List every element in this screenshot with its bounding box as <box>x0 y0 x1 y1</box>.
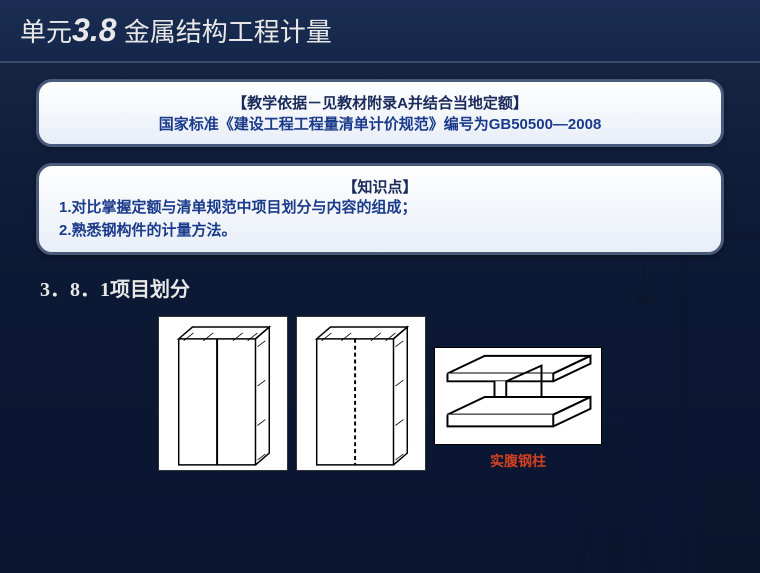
box2-title: 【知识点】 <box>59 176 701 197</box>
slide-header: 单元3.8 金属结构工程计量 <box>0 0 760 63</box>
teaching-basis-box: 【教学依据－见教材附录A并结合当地定额】 国家标准《建设工程工程量清单计价规范》… <box>36 79 724 147</box>
knowledge-points-box: 【知识点】 1.对比掌握定额与清单规范中项目划分与内容的组成； 2.熟悉钢构件的… <box>36 163 724 255</box>
header-title: 单元3.8 金属结构工程计量 <box>20 12 740 49</box>
box2-item1: 1.对比掌握定额与清单规范中项目划分与内容的组成； <box>59 197 701 220</box>
figure-caption: 实腹钢柱 <box>490 451 546 471</box>
ibeam-svg-2 <box>296 316 426 471</box>
box1-content: 国家标准《建设工程工程量清单计价规范》编号为GB50500—2008 <box>59 113 701 134</box>
ibeam-figure-3: 实腹钢柱 <box>434 347 602 471</box>
box2-item2: 2.熟悉钢构件的计量方法。 <box>59 220 701 243</box>
ibeam-figure-2 <box>296 316 426 471</box>
section-title: 3．8．1项目划分 <box>40 273 760 302</box>
header-prefix: 单元 <box>20 17 72 47</box>
header-number: 3.8 <box>72 12 116 48</box>
box1-title: 【教学依据－见教材附录A并结合当地定额】 <box>59 92 701 113</box>
header-suffix: 金属结构工程计量 <box>117 17 332 47</box>
ibeam-svg-1 <box>158 316 288 471</box>
ibeam-figure-1 <box>158 316 288 471</box>
diagram-row: 实腹钢柱 <box>0 316 760 471</box>
ibeam-svg-3 <box>434 347 602 445</box>
